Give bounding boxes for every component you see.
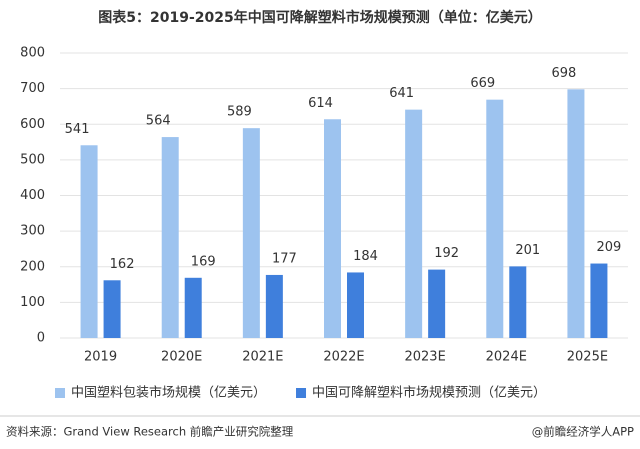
x-tick-label: 2024E [486,350,527,365]
y-tick-label: 200 [20,259,45,274]
legend-swatch [296,388,307,398]
bar [428,269,446,338]
y-tick-label: 600 [20,117,45,132]
value-label: 201 [515,243,540,258]
bar [405,109,423,338]
x-tick-label: 2025E [567,350,608,365]
value-label: 162 [110,257,135,272]
bar [184,277,202,338]
value-label: 564 [146,114,171,129]
value-label: 698 [552,66,577,81]
y-tick-label: 500 [20,152,45,167]
value-label: 641 [389,86,414,101]
value-label: 169 [191,254,216,269]
value-label: 669 [470,76,495,91]
source: 资料来源：Grand View Research 前瞻产业研究院整理 [6,425,294,439]
legend-swatch [55,388,65,398]
bar [265,274,283,338]
x-tick-label: 2022E [323,350,364,365]
value-label: 614 [308,96,333,111]
bar [161,137,179,338]
value-label: 541 [65,122,90,137]
bar [347,272,364,338]
y-tick-label: 700 [20,81,45,96]
value-label: 589 [227,105,252,120]
bar [567,89,585,339]
credit: @前瞻经济学人APP [532,425,634,439]
legend-label: 中国可降解塑料市场规模预测（亿美元） [312,385,546,401]
y-tick-label: 400 [20,188,45,203]
chart-title: 图表5：2019-2025年中国可降解塑料市场规模预测（单位：亿美元） [98,9,541,26]
y-tick-label: 100 [20,295,45,310]
value-label: 184 [353,249,378,264]
bar [242,128,260,338]
x-tick-label: 2021E [242,350,283,365]
bar [509,266,527,338]
bar [103,280,121,338]
value-label: 209 [597,240,622,255]
x-tick-label: 2023E [404,350,445,365]
bar [590,263,608,338]
bar [80,145,98,338]
value-label: 192 [434,246,459,261]
x-tick-label: 2019 [84,350,117,365]
y-tick-label: 300 [20,224,45,239]
x-tick-label: 2020E [161,350,202,365]
y-tick-label: 800 [20,46,45,61]
value-label: 177 [272,251,297,266]
bar [324,119,341,338]
bar [486,99,504,338]
y-tick-label: 0 [37,331,45,346]
legend-label: 中国塑料包装市场规模（亿美元） [71,385,266,401]
